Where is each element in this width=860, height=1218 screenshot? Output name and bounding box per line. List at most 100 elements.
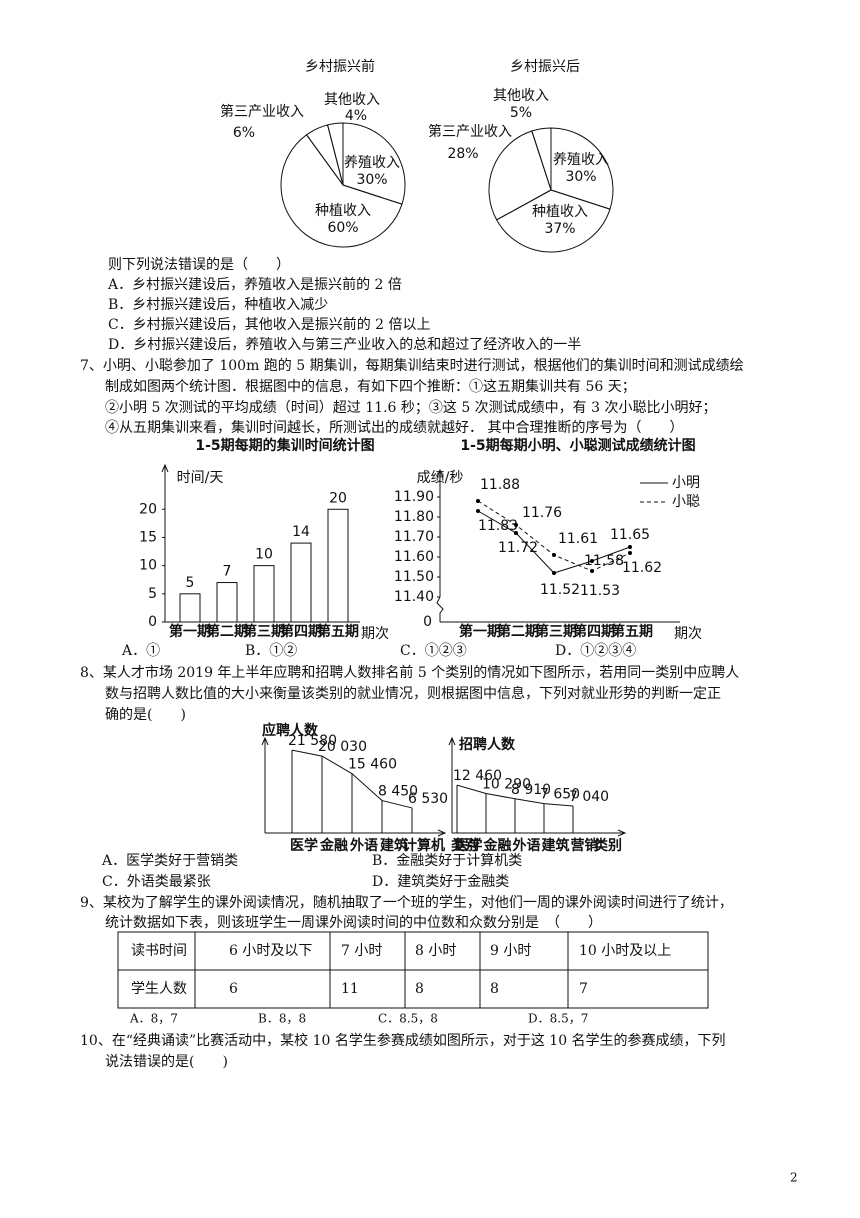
q7: 7、小明、小聪参加了 100m 跑的 5 期集训，每期集训结束时进行测试，根据他… — [80, 357, 744, 659]
point-label: 11.72 — [498, 540, 538, 556]
y-axis-label: 招聘人数 — [459, 736, 516, 753]
slice-value: 5% — [510, 105, 532, 121]
option: D．乡村振兴建设后，养殖收入与第三产业收入的总和超过了经济收入的一半 — [108, 336, 581, 353]
x-tick-label: 计算机 — [403, 837, 445, 854]
x-tick-label: 第五期 — [611, 623, 653, 640]
value-label: 7 040 — [569, 789, 609, 805]
y-axis-label: 时间/天 — [177, 470, 224, 486]
y-tick-label: 11.90 — [394, 489, 434, 505]
point-label: 11.62 — [622, 560, 662, 576]
y-tick-label: 15 — [139, 529, 157, 545]
chart-title: 1-5期每期小明、小聪测试成绩统计图 — [460, 437, 695, 454]
option: D．建筑类好于金融类 — [372, 874, 509, 890]
slice-label: 其他收入 — [324, 92, 380, 108]
q10: 10、在“经典诵读”比赛活动中，某校 10 名学生参赛成绩如图所示，对于这 10… — [80, 1032, 726, 1070]
slice-label: 种植收入 — [315, 203, 371, 219]
y-tick-label: 10 — [139, 558, 157, 574]
legend-label: 小明 — [672, 475, 700, 491]
question-line: ④从五期集训来看，集训时间越长，所测试出的成绩就越好． 其中合理推断的序号为（ … — [105, 419, 683, 436]
question-line: 说法错误的是( ) — [105, 1054, 228, 1070]
slice-value: 28% — [447, 146, 478, 162]
option: A．8，7 — [129, 1012, 178, 1026]
option: C．外语类最紧张 — [102, 874, 211, 890]
x-tick-label: 建筑 — [542, 837, 570, 854]
x-tick-label: 第二期 — [206, 623, 248, 640]
table-header: 9 小时 — [490, 943, 531, 959]
chart-title: 乡村振兴后 — [510, 59, 580, 75]
charts: 乡村振兴前养殖收入30%种植收入60%第三产业收入6%其他收入4%乡村振兴后养殖… — [139, 58, 702, 854]
bar-value: 20 — [329, 490, 347, 506]
x-tick-label: 第二期 — [497, 623, 539, 640]
x-tick-label: 第四期 — [280, 623, 322, 640]
x-tick-label: 营销 — [571, 837, 599, 854]
point-label: 11.61 — [558, 531, 598, 547]
x-tick-label: 金融 — [319, 837, 348, 854]
table-cell: 6 — [229, 981, 238, 997]
bar — [253, 565, 275, 623]
q8: 8、某人才市场 2019 年上半年应聘和招聘人数排名前 5 个类别的情况如下图所… — [80, 664, 739, 890]
slice-label: 其他收入 — [493, 88, 549, 104]
point-label: 11.58 — [584, 553, 624, 569]
option: B．乡村振兴建设后，种植收入减少 — [108, 297, 328, 313]
option: B．金融类好于计算机类 — [372, 853, 522, 869]
option: C．①②③ — [400, 643, 467, 659]
y-tick-label: 11.60 — [394, 549, 434, 565]
point — [552, 553, 556, 557]
question-line: 10、在“经典诵读”比赛活动中，某校 10 名学生参赛成绩如图所示，对于这 10… — [80, 1032, 726, 1049]
point — [628, 545, 632, 549]
value-label: 15 460 — [348, 757, 397, 773]
value-label: 6 530 — [408, 791, 448, 807]
axis-arrow — [261, 736, 269, 746]
x-tick-label: 第五期 — [317, 623, 359, 640]
pie-slice — [531, 127, 552, 191]
option: B．8，8 — [258, 1012, 306, 1026]
chart: 1-5期每期小明、小聪测试成绩统计图成绩/秒期次011.4011.5011.60… — [394, 437, 702, 642]
axis-arrow — [437, 829, 447, 837]
bar — [327, 508, 349, 623]
y-tick-label: 0 — [148, 614, 157, 630]
bar-value: 5 — [186, 575, 195, 591]
option: D．8.5，7 — [528, 1012, 588, 1026]
option: C．乡村振兴建设后，其他收入是振兴前的 2 倍以上 — [108, 316, 431, 333]
table-header: 7 小时 — [341, 943, 382, 959]
x-tick-label: 第三期 — [243, 623, 285, 640]
slice-label: 养殖收入 — [344, 154, 400, 171]
x-tick-label: 外语 — [513, 837, 541, 854]
slice-value: 30% — [565, 169, 596, 185]
page-number: 2 — [790, 1171, 798, 1185]
point — [476, 499, 480, 503]
bar-value: 14 — [292, 524, 310, 540]
option: B．①② — [245, 643, 297, 659]
point — [628, 551, 632, 555]
y-tick-label: 11.40 — [394, 589, 434, 605]
y-tick-label: 5 — [148, 586, 157, 602]
x-tick-label: 建筑 — [380, 837, 408, 854]
value-label: 21 580 — [288, 733, 337, 749]
x-tick-label: 第一期 — [459, 623, 501, 640]
x-tick-label: 第四期 — [573, 623, 615, 640]
value-label: 7 650 — [540, 787, 580, 803]
prompt: 则下列说法错误的是（ ） — [108, 257, 290, 273]
q9: 9、某校为了解学生的课外阅读情况，随机抽取了一个班的学生，对他们一周的课外阅读时… — [80, 894, 733, 1026]
x-axis-label: 期次 — [674, 626, 702, 642]
table: 读书时间 6 小时及以下 7 小时 8 小时 9 小时 10 小时及以上 学生人… — [117, 931, 709, 1009]
axis-arrow — [436, 468, 444, 478]
bar-value: 7 — [223, 564, 232, 580]
point — [590, 559, 594, 563]
table-cell: 11 — [341, 981, 359, 997]
value-label: 12 460 — [453, 768, 502, 784]
slice-value: 6% — [233, 125, 255, 141]
point-label: 11.53 — [580, 583, 620, 599]
x-axis-label: 期次 — [361, 626, 389, 642]
question-line: ②小明 5 次测试的平均成绩（时间）超过 11.6 秒；③这 5 次测试成绩中，… — [105, 399, 717, 416]
pie-slice — [280, 134, 403, 248]
option: C．8.5，8 — [378, 1012, 438, 1026]
table-cell: 学生人数 — [131, 981, 187, 997]
x-tick-label: 第三期 — [535, 623, 577, 640]
table-header: 10 小时及以上 — [579, 943, 671, 959]
x-tick-label: 第一期 — [169, 623, 211, 640]
slice-value: 4% — [345, 108, 367, 124]
option: A．医学类好于营销类 — [101, 853, 238, 869]
